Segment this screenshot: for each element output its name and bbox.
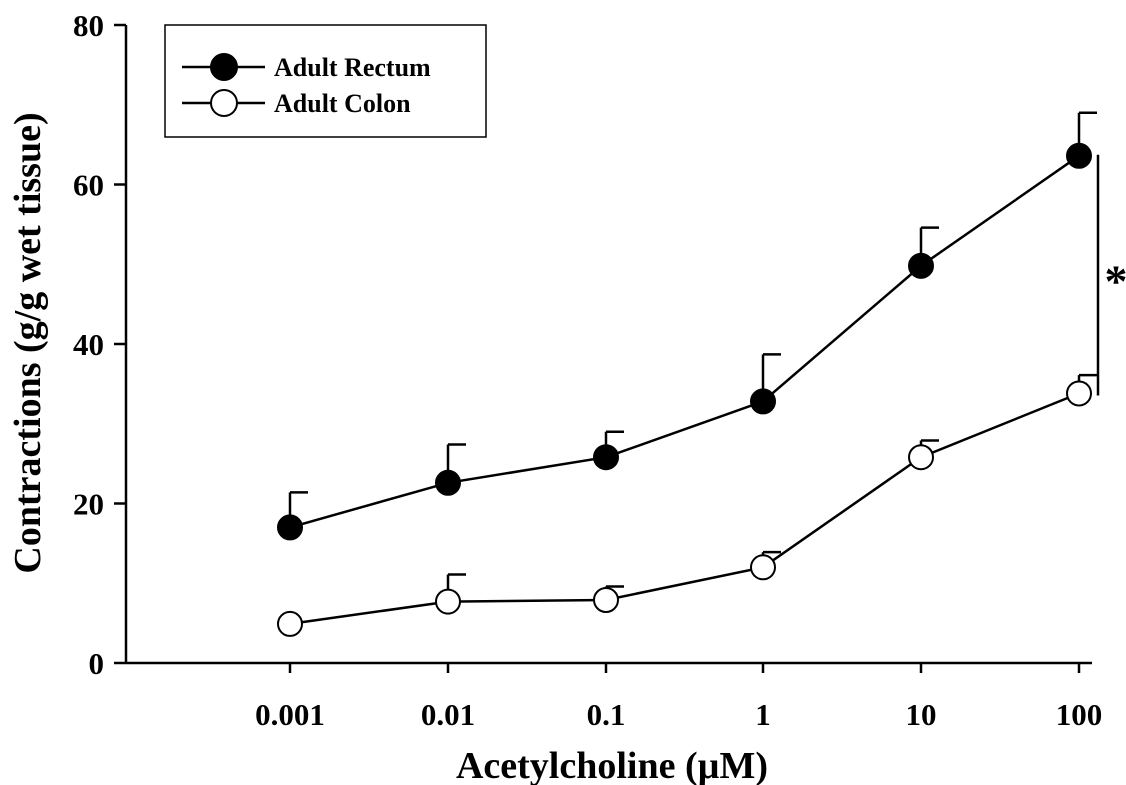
adult-rectum-point-1 (435, 469, 461, 496)
tick-labels: 0 20 40 60 80 0.001 0.01 0.1 1 10 100 (73, 8, 1102, 732)
x-tick-label-3: 1 (755, 697, 771, 732)
adult-colon-point-0 (277, 610, 303, 637)
x-tick-label-2: 0.1 (587, 697, 626, 732)
x-tick-label-0: 0.001 (255, 697, 325, 732)
y-tick-label-2: 40 (73, 327, 104, 362)
adult-colon-line (289, 392, 1080, 626)
significance-annotation: * (1096, 154, 1126, 396)
y-tick-label-3: 60 (73, 168, 104, 203)
adult-colon-point-2 (593, 586, 619, 613)
adult-colon-point-1 (435, 588, 461, 615)
adult-colon-point-5 (1066, 380, 1092, 407)
legend-label-rectum: Adult Rectum (274, 53, 431, 82)
legend-box (164, 24, 487, 138)
adult-colon-point-3 (750, 554, 776, 581)
adult-rectum-point-0 (277, 514, 303, 541)
x-tick-label-1: 0.01 (421, 697, 475, 732)
y-tick-label-1: 20 (73, 487, 104, 522)
series-lines (289, 154, 1080, 626)
x-axis-label: Acetylcholine (µM) (456, 745, 768, 785)
significance-asterisk: * (1105, 256, 1126, 307)
error-bars (288, 111, 1097, 602)
y-axis-label: Contractions (g/g wet tissue) (7, 112, 49, 573)
legend: Adult Rectum Adult Colon (164, 24, 487, 138)
y-tick-label-0: 0 (89, 646, 105, 681)
adult-rectum-point-4 (908, 252, 934, 279)
adult-rectum-point-3 (750, 388, 776, 415)
adult-rectum-point-2 (593, 444, 619, 471)
y-tick-label-4: 80 (73, 8, 104, 43)
series-markers (277, 142, 1092, 637)
axes (114, 23, 1092, 673)
legend-label-colon: Adult Colon (274, 89, 411, 118)
adult-colon-point-4 (908, 444, 934, 471)
adult-rectum-point-5 (1066, 142, 1092, 169)
legend-marker-colon (210, 89, 238, 117)
adult-rectum-line (289, 154, 1080, 529)
x-tick-label-4: 10 (906, 697, 937, 732)
x-tick-label-5: 100 (1056, 697, 1103, 732)
legend-marker-rectum (210, 53, 238, 81)
